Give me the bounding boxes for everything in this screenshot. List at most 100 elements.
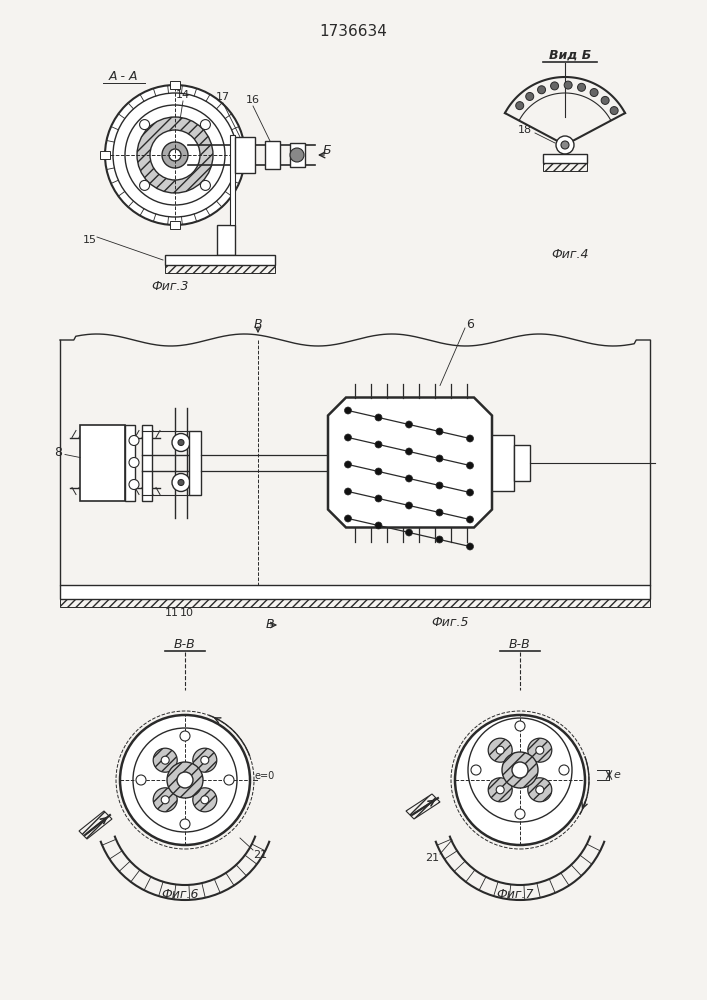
Circle shape: [578, 83, 585, 91]
Polygon shape: [170, 221, 180, 229]
Circle shape: [113, 93, 237, 217]
Circle shape: [489, 738, 512, 762]
Circle shape: [436, 536, 443, 543]
Circle shape: [178, 440, 184, 446]
Circle shape: [344, 488, 351, 495]
Circle shape: [406, 421, 412, 428]
Circle shape: [375, 441, 382, 448]
Text: А - А: А - А: [108, 70, 138, 84]
Circle shape: [512, 762, 528, 778]
Circle shape: [536, 746, 544, 754]
Circle shape: [455, 715, 585, 845]
Text: 14: 14: [176, 90, 190, 100]
Polygon shape: [142, 424, 152, 500]
Circle shape: [436, 482, 443, 489]
Circle shape: [489, 778, 512, 802]
Polygon shape: [328, 397, 492, 528]
Polygon shape: [125, 424, 135, 500]
Circle shape: [515, 721, 525, 731]
Text: 16: 16: [246, 95, 260, 105]
Circle shape: [564, 81, 572, 89]
Circle shape: [502, 752, 538, 788]
Circle shape: [125, 105, 225, 205]
Text: В: В: [254, 318, 262, 330]
Circle shape: [178, 480, 184, 486]
Circle shape: [406, 529, 412, 536]
Polygon shape: [230, 135, 235, 225]
Polygon shape: [60, 585, 650, 599]
Circle shape: [180, 819, 190, 829]
Text: Вид Б: Вид Б: [549, 48, 591, 62]
Circle shape: [496, 786, 504, 794]
Circle shape: [406, 475, 412, 482]
Circle shape: [150, 130, 200, 180]
Circle shape: [200, 120, 211, 130]
Circle shape: [467, 462, 474, 469]
Polygon shape: [514, 444, 530, 481]
Text: Фиг.5: Фиг.5: [431, 616, 469, 630]
Circle shape: [515, 809, 525, 819]
Circle shape: [137, 117, 213, 193]
Circle shape: [153, 788, 177, 812]
Circle shape: [167, 762, 203, 798]
Circle shape: [139, 120, 150, 130]
Text: 18: 18: [518, 125, 532, 135]
Circle shape: [467, 543, 474, 550]
Circle shape: [105, 85, 245, 225]
Circle shape: [528, 738, 551, 762]
Text: 1736634: 1736634: [319, 24, 387, 39]
Polygon shape: [543, 154, 587, 163]
Text: 17: 17: [216, 92, 230, 102]
Circle shape: [526, 92, 534, 100]
Circle shape: [496, 746, 504, 754]
Text: 10: 10: [180, 608, 194, 618]
Circle shape: [129, 458, 139, 468]
Circle shape: [406, 502, 412, 509]
Circle shape: [375, 468, 382, 475]
Circle shape: [344, 515, 351, 522]
Circle shape: [375, 495, 382, 502]
Circle shape: [406, 448, 412, 455]
Circle shape: [201, 756, 209, 764]
Text: e: e: [614, 770, 621, 780]
Circle shape: [169, 149, 181, 161]
Circle shape: [129, 436, 139, 446]
Circle shape: [344, 434, 351, 441]
Text: Фиг.7: Фиг.7: [496, 888, 534, 902]
Polygon shape: [100, 151, 110, 159]
Text: 15: 15: [83, 235, 97, 245]
Text: В: В: [266, 618, 274, 632]
Circle shape: [375, 414, 382, 421]
Circle shape: [162, 142, 188, 168]
Circle shape: [161, 796, 169, 804]
Circle shape: [180, 731, 190, 741]
Text: 8: 8: [54, 446, 62, 459]
Circle shape: [537, 86, 546, 94]
Text: В-В: В-В: [174, 639, 196, 652]
Circle shape: [139, 180, 150, 190]
Circle shape: [590, 89, 598, 97]
Circle shape: [528, 778, 551, 802]
Circle shape: [177, 772, 193, 788]
Text: Фиг.3: Фиг.3: [151, 280, 189, 294]
Circle shape: [344, 407, 351, 414]
Text: В-В: В-В: [509, 639, 531, 652]
Circle shape: [556, 136, 574, 154]
Polygon shape: [170, 81, 180, 89]
Circle shape: [559, 765, 569, 775]
Circle shape: [467, 489, 474, 496]
Circle shape: [375, 522, 382, 529]
Circle shape: [161, 756, 169, 764]
Text: 6: 6: [466, 318, 474, 332]
Circle shape: [120, 715, 250, 845]
Circle shape: [172, 474, 190, 491]
Circle shape: [172, 434, 190, 452]
Polygon shape: [217, 225, 235, 255]
Circle shape: [193, 788, 217, 812]
Text: 21: 21: [253, 850, 267, 860]
Polygon shape: [235, 137, 255, 173]
Circle shape: [610, 107, 618, 115]
Circle shape: [129, 480, 139, 489]
Polygon shape: [165, 255, 275, 265]
Polygon shape: [290, 143, 305, 167]
